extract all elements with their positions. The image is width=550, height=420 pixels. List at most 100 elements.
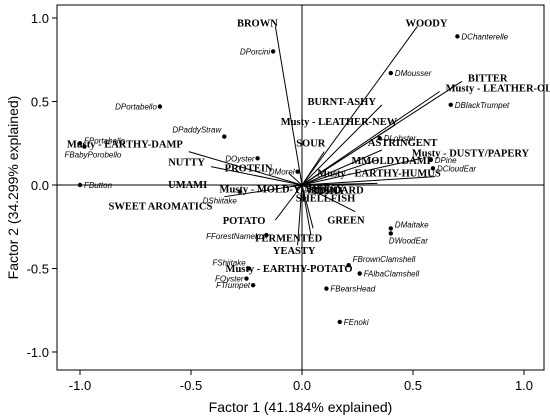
vector-label-bitter: BITTER	[468, 73, 508, 84]
vector-label-fermented: FERMENTED	[255, 233, 323, 244]
vector-musty-earthy-potato	[297, 184, 303, 246]
x-tick-label: 0.0	[293, 378, 311, 393]
y-tick-label: -0.5	[27, 262, 49, 277]
vector-label-musty-dusty-papery: Musty - DUSTY/PAPERY	[412, 148, 530, 159]
vector-label-woody: WOODY	[405, 18, 447, 29]
vector-label-green: GREEN	[327, 216, 365, 227]
vector-label-sweet-aromatics: SWEET AROMATICS	[109, 202, 213, 213]
vector-label-musty-earthy-damp: Musty - EARTHY-DAMP	[67, 140, 183, 151]
sample-points: DChanterelle DPorcini DMousser DBlackTrumpe…	[64, 32, 510, 327]
vector-potato	[274, 184, 303, 221]
sample-label-foyster: FOyster	[215, 275, 244, 284]
sample-point-fshiitake	[246, 266, 251, 271]
vector-protein	[288, 172, 303, 186]
sample-label-dblacktrumpet: DBlackTrumpet	[455, 101, 510, 110]
vector-astringent	[301, 149, 383, 186]
sample-point-falbaclamshell	[357, 271, 362, 276]
sample-point-fbrownclamshell	[346, 262, 351, 268]
vector-label-shellfish: SHELLFISH	[296, 193, 356, 204]
vector-fermented	[301, 184, 314, 229]
sample-label-dlobster: DLobster	[384, 134, 417, 143]
sample-point-fbutton	[77, 182, 83, 188]
vector-green	[301, 184, 356, 213]
vector-musty-leather-old	[301, 91, 440, 186]
vector-label-sour: SOUR	[296, 139, 326, 150]
sample-point-fbabyporobello	[82, 144, 87, 149]
vector-label-astringent: ASTRINGENT	[368, 138, 437, 149]
vector-musty-earthy-damp	[188, 151, 303, 186]
sample-point-doyster	[255, 156, 260, 161]
y-axis-title: Factor 2 (34.299% explained)	[5, 96, 21, 280]
vector-label-musty-earthy-potato: Musty - EARTHY-POTATO	[226, 264, 353, 275]
sample-label-dshiitake: DShiitake	[203, 197, 238, 206]
sample-label-dportabello: DPortabello	[115, 103, 157, 112]
sample-label-falbaclamshell: FAlbaClamshell	[364, 270, 420, 279]
vector-label-musty-leather-new: Musty - LEATHER-NEW	[281, 117, 398, 128]
vector-label-yeasty: YEASTY	[273, 246, 316, 257]
sample-label-dmousser: DMousser	[395, 69, 432, 78]
sample-label-fportabello: FPortabello	[84, 136, 125, 145]
sample-label-dwoodear: DWoodEar	[389, 236, 428, 245]
x-tick-label: 1.0	[515, 378, 533, 393]
x-tick-label: -0.5	[180, 378, 202, 393]
vector-label-musty-mold-ycheesy: Musty - MOLD-YCHEESY	[220, 184, 345, 195]
x-tick-label: -1.0	[69, 378, 91, 393]
sample-label-fbabyporobello: FBabyPorobello	[64, 151, 121, 160]
vector-label-musty-leather-old: Musty - LEATHER-OLD	[446, 83, 550, 94]
sample-label-dchanterelle: DChanterelle	[461, 32, 508, 41]
sample-point-fenoki	[337, 319, 342, 325]
sample-label-dcloudear: DCloudEar	[437, 164, 476, 173]
axis-ticks: -1.0 -0.5 0.0 0.5 1.0 1.0 0.5 0.0 -0.5 -1.0	[27, 11, 533, 393]
sample-point-dpaddystraw	[222, 134, 227, 139]
vector-label-potato: POTATO	[223, 216, 266, 227]
vector-musty-leather-new	[301, 124, 396, 186]
x-tick-label: 0.5	[404, 378, 422, 393]
sample-label-fbutton: FButton	[84, 181, 113, 190]
vector-label-nutty: NUTTY	[168, 158, 205, 169]
vector-shellfish	[301, 184, 340, 194]
vector-label-musty-earthy-humus: Musty - EARTHY-HUMUS	[317, 169, 441, 180]
vector-sweet-aromatics	[224, 184, 303, 198]
sample-label-dpine: DPine	[435, 156, 457, 165]
sample-point-dblacktrumpet	[448, 102, 453, 108]
sample-point-dmaitake	[388, 226, 393, 231]
sample-point-dmousser	[388, 70, 393, 76]
sample-label-dmorel: DMorel	[269, 168, 295, 177]
sample-label-dporcini: DPorcini	[240, 47, 270, 56]
sample-label-ftrumpet: FTrumpet	[216, 281, 251, 290]
sample-point-dshiitake	[237, 189, 243, 194]
vector-musty-earthy-humus	[301, 176, 436, 186]
sample-label-dmaitake: DMaitake	[395, 220, 429, 229]
sample-point-dwoodear	[388, 231, 393, 236]
sample-label-fshiitake: FShiitake	[212, 259, 246, 268]
y-tick-label: 0.5	[31, 95, 49, 110]
vector-brown	[274, 26, 303, 186]
sample-point-dchanterelle	[455, 34, 460, 39]
vector-label-fishy: FISHY	[314, 186, 347, 197]
sample-label-dpaddystraw: DPaddyStraw	[172, 126, 222, 135]
sample-label-fbearshead: FBearsHead	[330, 285, 375, 294]
x-axis-title: Factor 1 (41.184% explained)	[209, 399, 393, 415]
vector-yeasty	[301, 184, 312, 236]
sample-label-fbrownclamshell: FBrownClamshell	[353, 255, 416, 264]
sample-point-fforestnameko	[264, 232, 269, 238]
sample-point-dlobster	[377, 136, 382, 141]
vector-label-burnt-ashy: BURNT-ASHY	[307, 97, 376, 108]
vector-woody	[301, 26, 418, 186]
y-tick-label: 1.0	[31, 11, 49, 26]
sample-point-dporcini	[270, 49, 276, 54]
sample-label-fforestnameko: FForestNameko	[206, 232, 264, 241]
sample-point-dportabello	[157, 104, 163, 109]
sample-point-fportabello	[77, 141, 83, 146]
vector-sour	[301, 151, 325, 186]
vector-burnt-ashy	[301, 104, 383, 186]
vector-musty-dusty-papery	[301, 157, 422, 186]
vector-mmoldydamp	[301, 159, 378, 186]
sample-point-dpine	[428, 157, 433, 163]
vector-label-mmoldydamp: MMOLDYDAMP	[351, 156, 433, 167]
sample-point-ftrumpet	[250, 283, 256, 288]
sample-point-dmorel	[295, 169, 300, 174]
sample-point-dcloudear	[430, 166, 436, 171]
sample-label-fenoki: FEnoki	[344, 318, 369, 327]
